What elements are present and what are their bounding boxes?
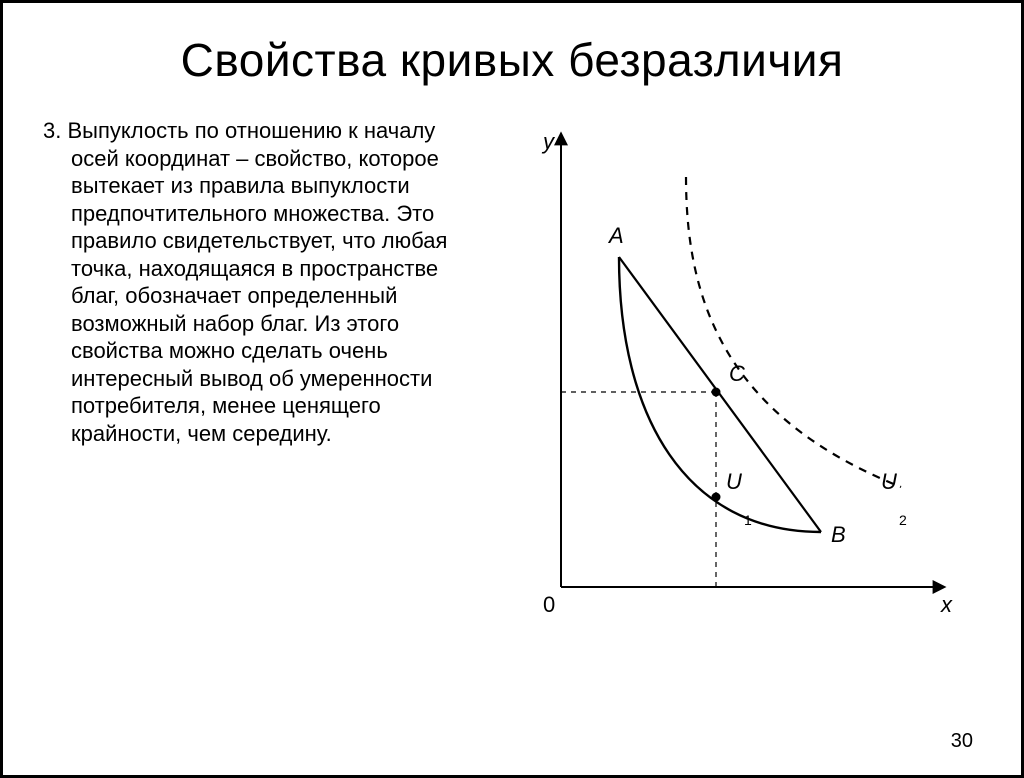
content-row: 3. Выпуклость по отношению к началу осей…: [43, 117, 981, 637]
item-number: 3.: [43, 118, 61, 143]
indifference-curve-diagram: 0 x y A B C U U 1 2: [501, 117, 981, 637]
text-column: 3. Выпуклость по отношению к началу осей…: [43, 117, 481, 637]
x-axis-label: x: [940, 592, 953, 617]
body-text: Выпуклость по отношению к началу осей ко…: [67, 118, 447, 446]
label-u-right: U: [881, 469, 897, 494]
label-b: B: [831, 522, 846, 547]
body-paragraph: 3. Выпуклость по отношению к началу осей…: [43, 117, 481, 447]
label-c: C: [729, 361, 745, 386]
page-number: 30: [951, 730, 973, 753]
origin-label: 0: [543, 592, 555, 617]
point-c: [712, 388, 721, 397]
y-axis-label: y: [541, 129, 556, 154]
point-u1: [712, 493, 721, 502]
label-u-left: U: [726, 469, 742, 494]
chart-column: 0 x y A B C U U 1 2: [501, 117, 981, 637]
subscript-2: 2: [899, 512, 907, 528]
chord-ab: [619, 257, 821, 532]
slide-title: Свойства кривых безразличия: [43, 33, 981, 87]
subscript-1: 1: [744, 512, 752, 528]
label-a: A: [607, 223, 624, 248]
curve-u2-dashed: [686, 177, 901, 487]
slide-frame: Свойства кривых безразличия 3. Выпуклост…: [0, 0, 1024, 778]
